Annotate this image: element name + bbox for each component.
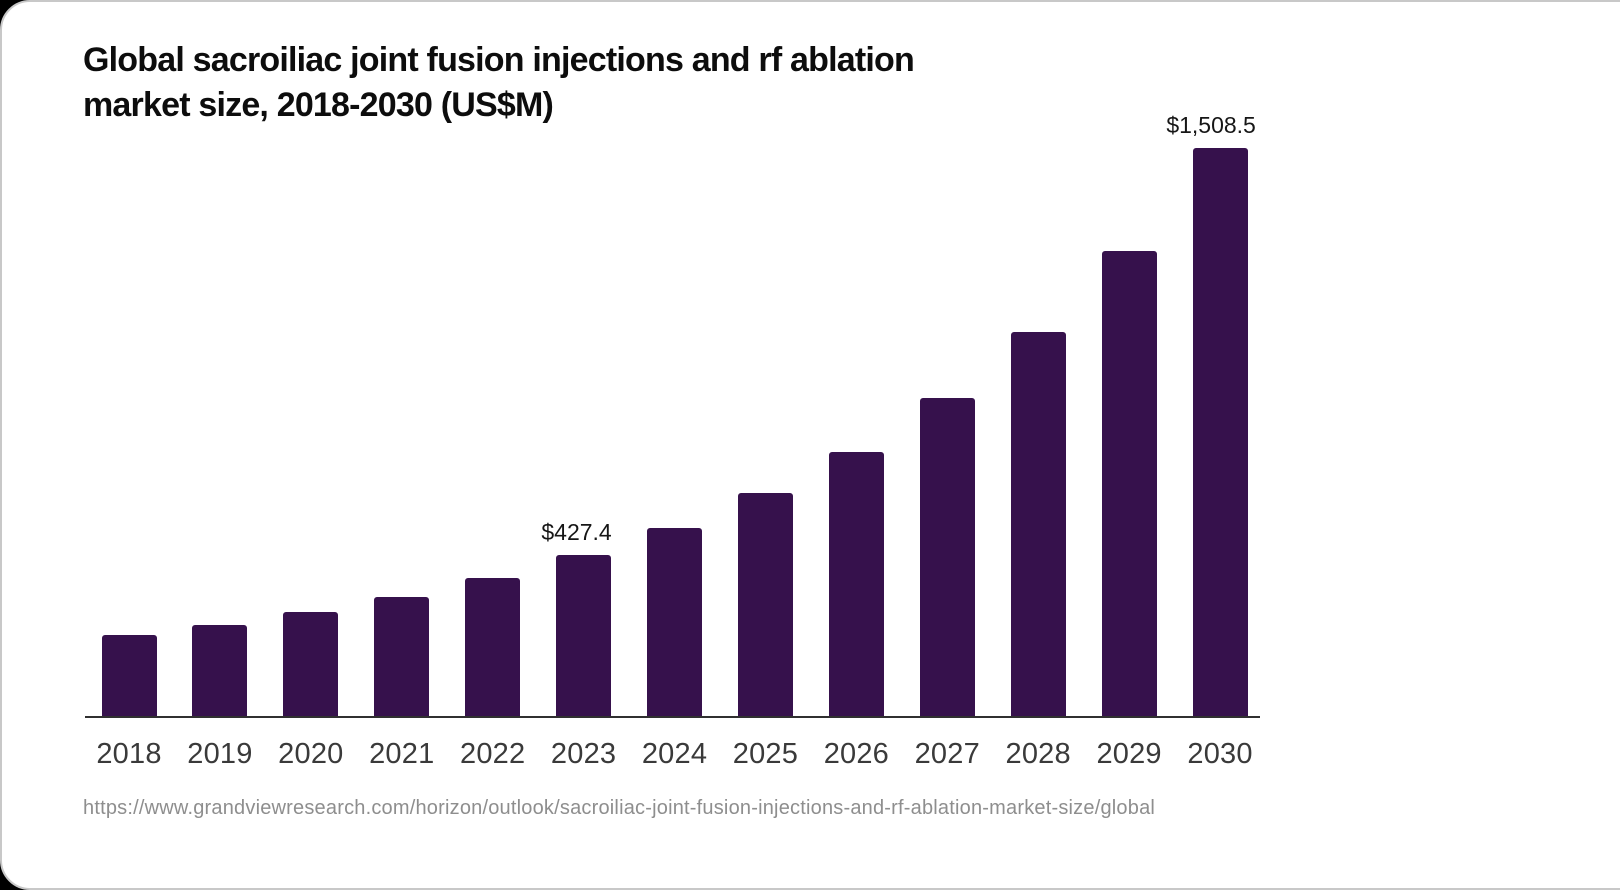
chart-title: Global sacroiliac joint fusion injection… bbox=[83, 38, 915, 128]
x-axis-line bbox=[85, 716, 1260, 718]
bar-2025 bbox=[737, 493, 793, 716]
bar-2021 bbox=[374, 597, 430, 716]
chart-title-line2: market size, 2018-2030 (US$M) bbox=[83, 86, 554, 124]
x-tick-2024: 2024 bbox=[641, 738, 708, 770]
x-tick-2028: 2028 bbox=[1005, 738, 1071, 770]
x-tick-2026: 2026 bbox=[823, 738, 890, 770]
value-label-2023: $427.4 bbox=[541, 519, 612, 545]
bar-2024 bbox=[647, 528, 703, 716]
chart-title-line1: Global sacroiliac joint fusion injection… bbox=[83, 41, 915, 79]
x-tick-2021: 2021 bbox=[369, 738, 435, 770]
x-tick-2019: 2019 bbox=[187, 738, 253, 770]
x-tick-2029: 2029 bbox=[1096, 738, 1162, 770]
bar-2028 bbox=[1010, 332, 1066, 716]
bar-2019 bbox=[192, 625, 248, 716]
x-tick-2020: 2020 bbox=[278, 738, 344, 770]
x-tick-2023: 2023 bbox=[550, 738, 617, 770]
bar-2027 bbox=[919, 398, 975, 716]
bar-2023 bbox=[556, 555, 612, 716]
bar-2029 bbox=[1101, 251, 1157, 716]
x-tick-2025: 2025 bbox=[732, 738, 799, 770]
x-tick-2030: 2030 bbox=[1187, 738, 1253, 770]
x-tick-2027: 2027 bbox=[914, 738, 980, 770]
bar-2030 bbox=[1192, 148, 1248, 716]
x-tick-2022: 2022 bbox=[460, 738, 526, 770]
bar-2026 bbox=[828, 452, 884, 716]
source-url: https://www.grandviewresearch.com/horizo… bbox=[83, 797, 1156, 819]
bar-2020 bbox=[283, 612, 339, 716]
x-tick-2018: 2018 bbox=[96, 738, 162, 770]
bar-2018 bbox=[101, 635, 157, 716]
bar-2022 bbox=[465, 578, 521, 716]
value-label-2030: $1,508.5 bbox=[1166, 112, 1256, 138]
